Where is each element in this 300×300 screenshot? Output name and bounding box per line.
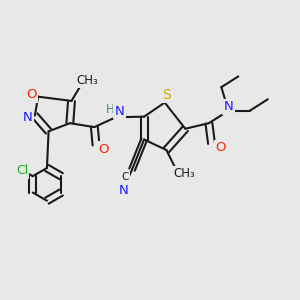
Text: S: S (162, 88, 171, 102)
Text: N: N (115, 105, 124, 118)
Text: H: H (106, 103, 115, 116)
Text: CH₃: CH₃ (173, 167, 195, 180)
Text: N: N (23, 111, 33, 124)
Text: O: O (26, 88, 37, 101)
Text: N: N (118, 184, 128, 197)
Text: N: N (224, 100, 233, 113)
Text: O: O (99, 142, 109, 155)
Text: C: C (121, 172, 128, 182)
Text: O: O (215, 141, 226, 154)
Text: Cl: Cl (16, 164, 28, 177)
Text: CH₃: CH₃ (76, 74, 98, 87)
